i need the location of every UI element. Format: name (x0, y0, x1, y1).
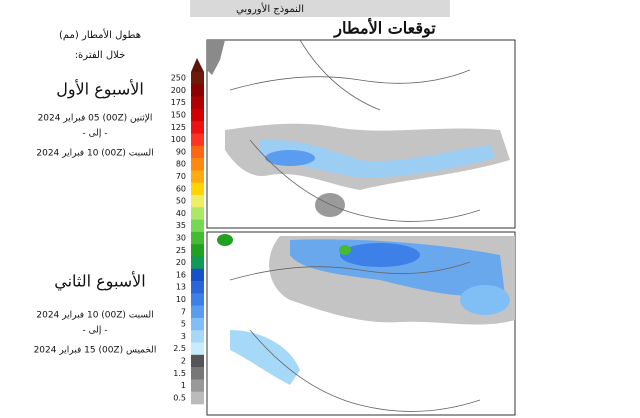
legend-label: 150 (171, 111, 186, 120)
legend-label: 10 (176, 295, 186, 304)
legend-swatch (191, 231, 204, 245)
period-start: السبت (00Z) 10 فبراير 2024 (36, 311, 153, 321)
rain-area (340, 243, 420, 267)
legend-swatch (191, 281, 204, 294)
legend-swatch (191, 96, 204, 110)
legend-label: 1 (181, 381, 186, 390)
map-week-1 (206, 39, 516, 229)
legend-swatch (191, 367, 204, 380)
legend-swatch (191, 293, 204, 306)
legend-swatch (191, 121, 204, 134)
coastline (229, 39, 481, 222)
map-week-2 (206, 231, 516, 416)
legend-swatch (191, 317, 204, 331)
legend-label: 2.5 (173, 344, 186, 353)
legend-label: 30 (176, 234, 186, 243)
legend-swatch (191, 342, 204, 356)
legend-swatch (191, 268, 204, 282)
period-separator: - إلى - (83, 326, 108, 336)
legend-label: 200 (171, 86, 186, 95)
rain-area (460, 285, 510, 315)
rain-area (217, 234, 233, 246)
legend-swatch (191, 145, 204, 159)
legend-swatch (191, 256, 204, 270)
map-title: توقعات الأمطار (333, 18, 436, 39)
period-end: السبت (00Z) 10 فبراير 2024 (36, 149, 153, 159)
legend-label: 16 (176, 270, 186, 279)
legend-swatch (191, 182, 204, 196)
legend-swatch (191, 158, 204, 171)
legend-label: 80 (176, 160, 186, 169)
legend-swatch (191, 108, 204, 122)
legend-swatch (191, 72, 204, 85)
legend-label: 2 (181, 356, 186, 365)
legend-label: 0.5 (173, 393, 186, 402)
legend-cap (191, 58, 204, 72)
legend-label: 70 (176, 172, 186, 181)
rain-area (315, 193, 345, 217)
period-separator: - إلى - (83, 129, 108, 139)
legend-label: 1.5 (173, 369, 186, 378)
legend-label: 3 (181, 332, 186, 341)
legend-swatch (191, 219, 204, 233)
rain-area (225, 123, 510, 190)
legend-label: 50 (176, 197, 186, 206)
legend-label: 100 (171, 135, 186, 144)
legend-label: 175 (171, 98, 186, 107)
rain-area (260, 139, 495, 178)
legend-label: 5 (181, 320, 186, 329)
period-start: الإثنين (00Z) 05 فبراير 2024 (38, 114, 153, 124)
legend-title: هطول الأمطار (مم) (59, 28, 141, 41)
rain-area (230, 330, 300, 385)
legend-swatch (191, 354, 204, 368)
period-name: الأسبوع الثاني (54, 272, 146, 291)
period-end: الخميس (00Z) 15 فبراير 2024 (34, 346, 157, 356)
legend-label: 40 (176, 209, 186, 218)
legend-label: 125 (171, 123, 186, 132)
legend-label: 250 (171, 74, 186, 83)
legend-label: 35 (176, 221, 186, 230)
legend-swatch (191, 84, 204, 97)
legend-label: 20 (176, 258, 186, 267)
legend-label: 25 (176, 246, 186, 255)
legend-subtitle: خلال الفترة: (75, 50, 126, 61)
legend-swatch (191, 330, 204, 343)
legend-swatch (191, 194, 204, 208)
legend-swatch (191, 133, 204, 147)
legend-swatch (191, 379, 204, 393)
land-shade (207, 40, 225, 75)
maps (206, 39, 516, 416)
legend-swatch (191, 207, 204, 220)
header-bar (190, 0, 450, 17)
legend-swatch (191, 391, 204, 405)
legend-label: 60 (176, 184, 186, 193)
coastline (229, 261, 481, 412)
period-name: الأسبوع الأول (56, 80, 144, 99)
rain-area (339, 245, 351, 255)
rain-area (265, 150, 315, 166)
legend-swatch (191, 305, 204, 319)
legend-swatch (191, 244, 204, 257)
model-name: النموذج الأوروبي (236, 2, 304, 15)
legend-swatch (191, 170, 204, 183)
legend-label: 90 (176, 147, 186, 156)
legend-label: 13 (176, 283, 186, 292)
legend-label: 7 (181, 307, 186, 316)
